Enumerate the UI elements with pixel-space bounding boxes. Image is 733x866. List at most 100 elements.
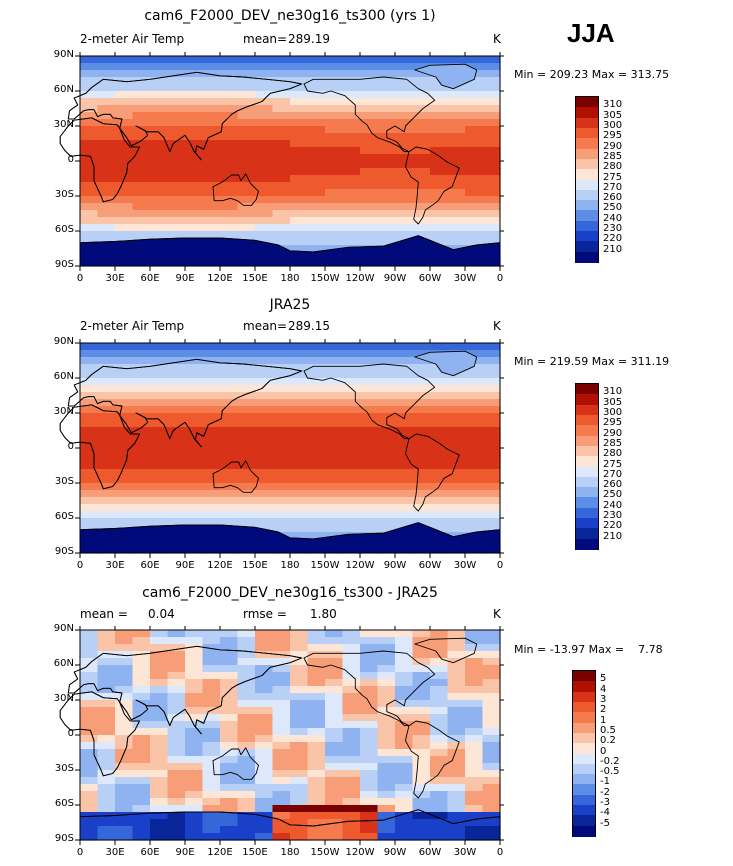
field-cell bbox=[202, 826, 221, 834]
field-cell bbox=[482, 518, 501, 526]
field-cell bbox=[220, 378, 239, 386]
field-cell bbox=[342, 364, 361, 372]
field-cell bbox=[237, 651, 256, 659]
x-tick-label: 180 bbox=[280, 273, 300, 284]
field-cell bbox=[202, 399, 221, 407]
field-cell bbox=[307, 427, 326, 435]
field-cell bbox=[465, 644, 484, 652]
field-cell bbox=[290, 203, 309, 211]
field-cell bbox=[97, 147, 116, 155]
field-cell bbox=[377, 98, 396, 106]
field-cell bbox=[290, 448, 309, 456]
field-cell bbox=[465, 392, 484, 400]
field-cell bbox=[307, 448, 326, 456]
field-cell bbox=[395, 217, 414, 225]
field-cell bbox=[290, 672, 309, 680]
field-cell bbox=[447, 714, 466, 722]
field-cell bbox=[97, 686, 116, 694]
field-cell bbox=[272, 763, 291, 771]
field-cell bbox=[255, 644, 274, 652]
field-cell bbox=[307, 119, 326, 127]
field-cell bbox=[412, 175, 431, 183]
field-cell bbox=[307, 385, 326, 393]
field-cell bbox=[115, 469, 134, 477]
field-cell bbox=[447, 455, 466, 463]
field-cell bbox=[342, 679, 361, 687]
field-cell bbox=[465, 833, 484, 841]
field-cell bbox=[220, 413, 239, 421]
field-cell bbox=[377, 70, 396, 78]
field-cell bbox=[132, 399, 151, 407]
field-cell bbox=[395, 749, 414, 757]
field-cell bbox=[97, 644, 116, 652]
field-cell bbox=[447, 105, 466, 113]
field-cell bbox=[465, 749, 484, 757]
field-cell bbox=[220, 441, 239, 449]
colorbar-swatch bbox=[576, 384, 598, 395]
field-cell bbox=[430, 630, 449, 638]
field-cell bbox=[97, 406, 116, 414]
field-cell bbox=[377, 651, 396, 659]
field-cell bbox=[325, 385, 344, 393]
field-cell bbox=[325, 665, 344, 673]
field-cell bbox=[325, 700, 344, 708]
field-cell bbox=[307, 238, 326, 246]
field-cell bbox=[290, 168, 309, 176]
field-cell bbox=[202, 630, 221, 638]
x-tick-label: 150E bbox=[242, 847, 268, 858]
field-cell bbox=[325, 770, 344, 778]
field-cell bbox=[202, 224, 221, 232]
field-cell bbox=[80, 147, 99, 155]
field-cell bbox=[185, 658, 204, 666]
field-cell bbox=[325, 637, 344, 645]
coastline-australia bbox=[212, 747, 259, 780]
field-cell bbox=[132, 434, 151, 442]
field-cell bbox=[237, 91, 256, 99]
field-cell bbox=[360, 371, 379, 379]
field-cell bbox=[342, 343, 361, 351]
field-cell bbox=[465, 770, 484, 778]
field-cell bbox=[220, 175, 239, 183]
field-cell bbox=[220, 791, 239, 799]
field-cell bbox=[150, 756, 169, 764]
field-cell bbox=[465, 161, 484, 169]
field-cell bbox=[325, 805, 344, 813]
field-cell bbox=[167, 217, 186, 225]
field-cell bbox=[220, 448, 239, 456]
field-cell bbox=[360, 133, 379, 141]
field-cell bbox=[465, 63, 484, 71]
field-cell bbox=[290, 483, 309, 491]
field-cell bbox=[412, 455, 431, 463]
field-cell bbox=[342, 413, 361, 421]
field-cell bbox=[132, 469, 151, 477]
field-cell bbox=[465, 511, 484, 519]
colorbar-label: -0.2 bbox=[600, 755, 620, 767]
field-cell bbox=[255, 441, 274, 449]
field-cell bbox=[202, 777, 221, 785]
field-cell bbox=[167, 749, 186, 757]
field-cell bbox=[447, 147, 466, 155]
field-cell bbox=[482, 210, 501, 218]
field-cell bbox=[430, 826, 449, 834]
field-cell bbox=[220, 784, 239, 792]
field-cell bbox=[185, 455, 204, 463]
field-cell bbox=[132, 707, 151, 715]
field-cell bbox=[482, 777, 501, 785]
field-cell bbox=[167, 490, 186, 498]
panel-title: cam6_F2000_DEV_ne30g16_ts300 (yrs 1) bbox=[144, 8, 436, 24]
field-cell bbox=[465, 350, 484, 358]
field-cell bbox=[360, 476, 379, 484]
field-cell bbox=[307, 833, 326, 841]
field-cell bbox=[290, 532, 309, 540]
field-cell bbox=[237, 399, 256, 407]
field-cell bbox=[80, 742, 99, 750]
field-cell bbox=[360, 756, 379, 764]
field-cell bbox=[482, 679, 501, 687]
field-cell bbox=[325, 756, 344, 764]
field-cell bbox=[447, 756, 466, 764]
field-cell bbox=[255, 434, 274, 442]
field-cell bbox=[307, 637, 326, 645]
colorbar-label: 270 bbox=[603, 468, 623, 480]
field-cell bbox=[237, 469, 256, 477]
field-cell bbox=[220, 798, 239, 806]
